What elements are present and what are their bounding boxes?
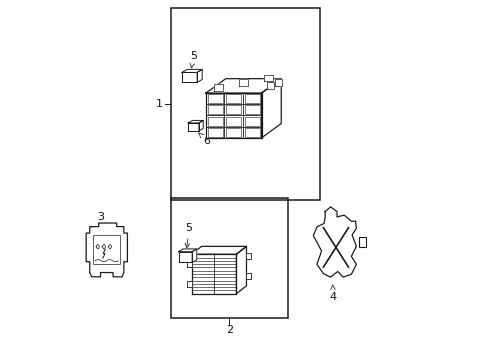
Polygon shape <box>191 254 236 294</box>
Text: 4: 4 <box>329 285 336 302</box>
Polygon shape <box>213 84 223 91</box>
Bar <box>244 94 259 103</box>
Polygon shape <box>197 69 202 82</box>
Bar <box>358 237 366 247</box>
Bar <box>207 117 222 126</box>
Polygon shape <box>192 249 196 262</box>
Bar <box>226 117 241 126</box>
Polygon shape <box>313 207 356 277</box>
Polygon shape <box>239 80 248 86</box>
Bar <box>226 105 241 114</box>
Polygon shape <box>188 123 199 131</box>
Bar <box>207 105 222 114</box>
Polygon shape <box>187 281 191 287</box>
Bar <box>244 128 259 137</box>
Polygon shape <box>199 120 203 131</box>
Bar <box>226 128 241 137</box>
Text: 3: 3 <box>98 212 105 228</box>
Bar <box>226 94 241 103</box>
Bar <box>171 198 287 318</box>
Polygon shape <box>178 249 196 252</box>
Polygon shape <box>182 72 197 82</box>
Bar <box>207 94 222 103</box>
Polygon shape <box>182 69 202 72</box>
Text: 1: 1 <box>156 99 163 109</box>
Bar <box>244 105 259 114</box>
Polygon shape <box>261 79 281 138</box>
Text: 6: 6 <box>198 133 210 145</box>
Polygon shape <box>267 82 273 89</box>
Polygon shape <box>86 223 127 277</box>
Polygon shape <box>264 75 273 81</box>
Bar <box>244 117 259 126</box>
Polygon shape <box>236 246 246 294</box>
Bar <box>207 128 222 137</box>
Polygon shape <box>246 253 250 259</box>
Text: 5: 5 <box>189 50 197 68</box>
Polygon shape <box>275 80 281 86</box>
Polygon shape <box>178 252 192 262</box>
Polygon shape <box>246 273 250 279</box>
Polygon shape <box>205 79 281 93</box>
Bar <box>171 8 319 200</box>
Text: 2: 2 <box>225 325 232 334</box>
Bar <box>93 235 120 264</box>
Polygon shape <box>205 93 261 138</box>
Polygon shape <box>191 246 246 254</box>
Polygon shape <box>187 261 191 267</box>
Polygon shape <box>188 120 203 123</box>
Text: 5: 5 <box>184 224 192 248</box>
